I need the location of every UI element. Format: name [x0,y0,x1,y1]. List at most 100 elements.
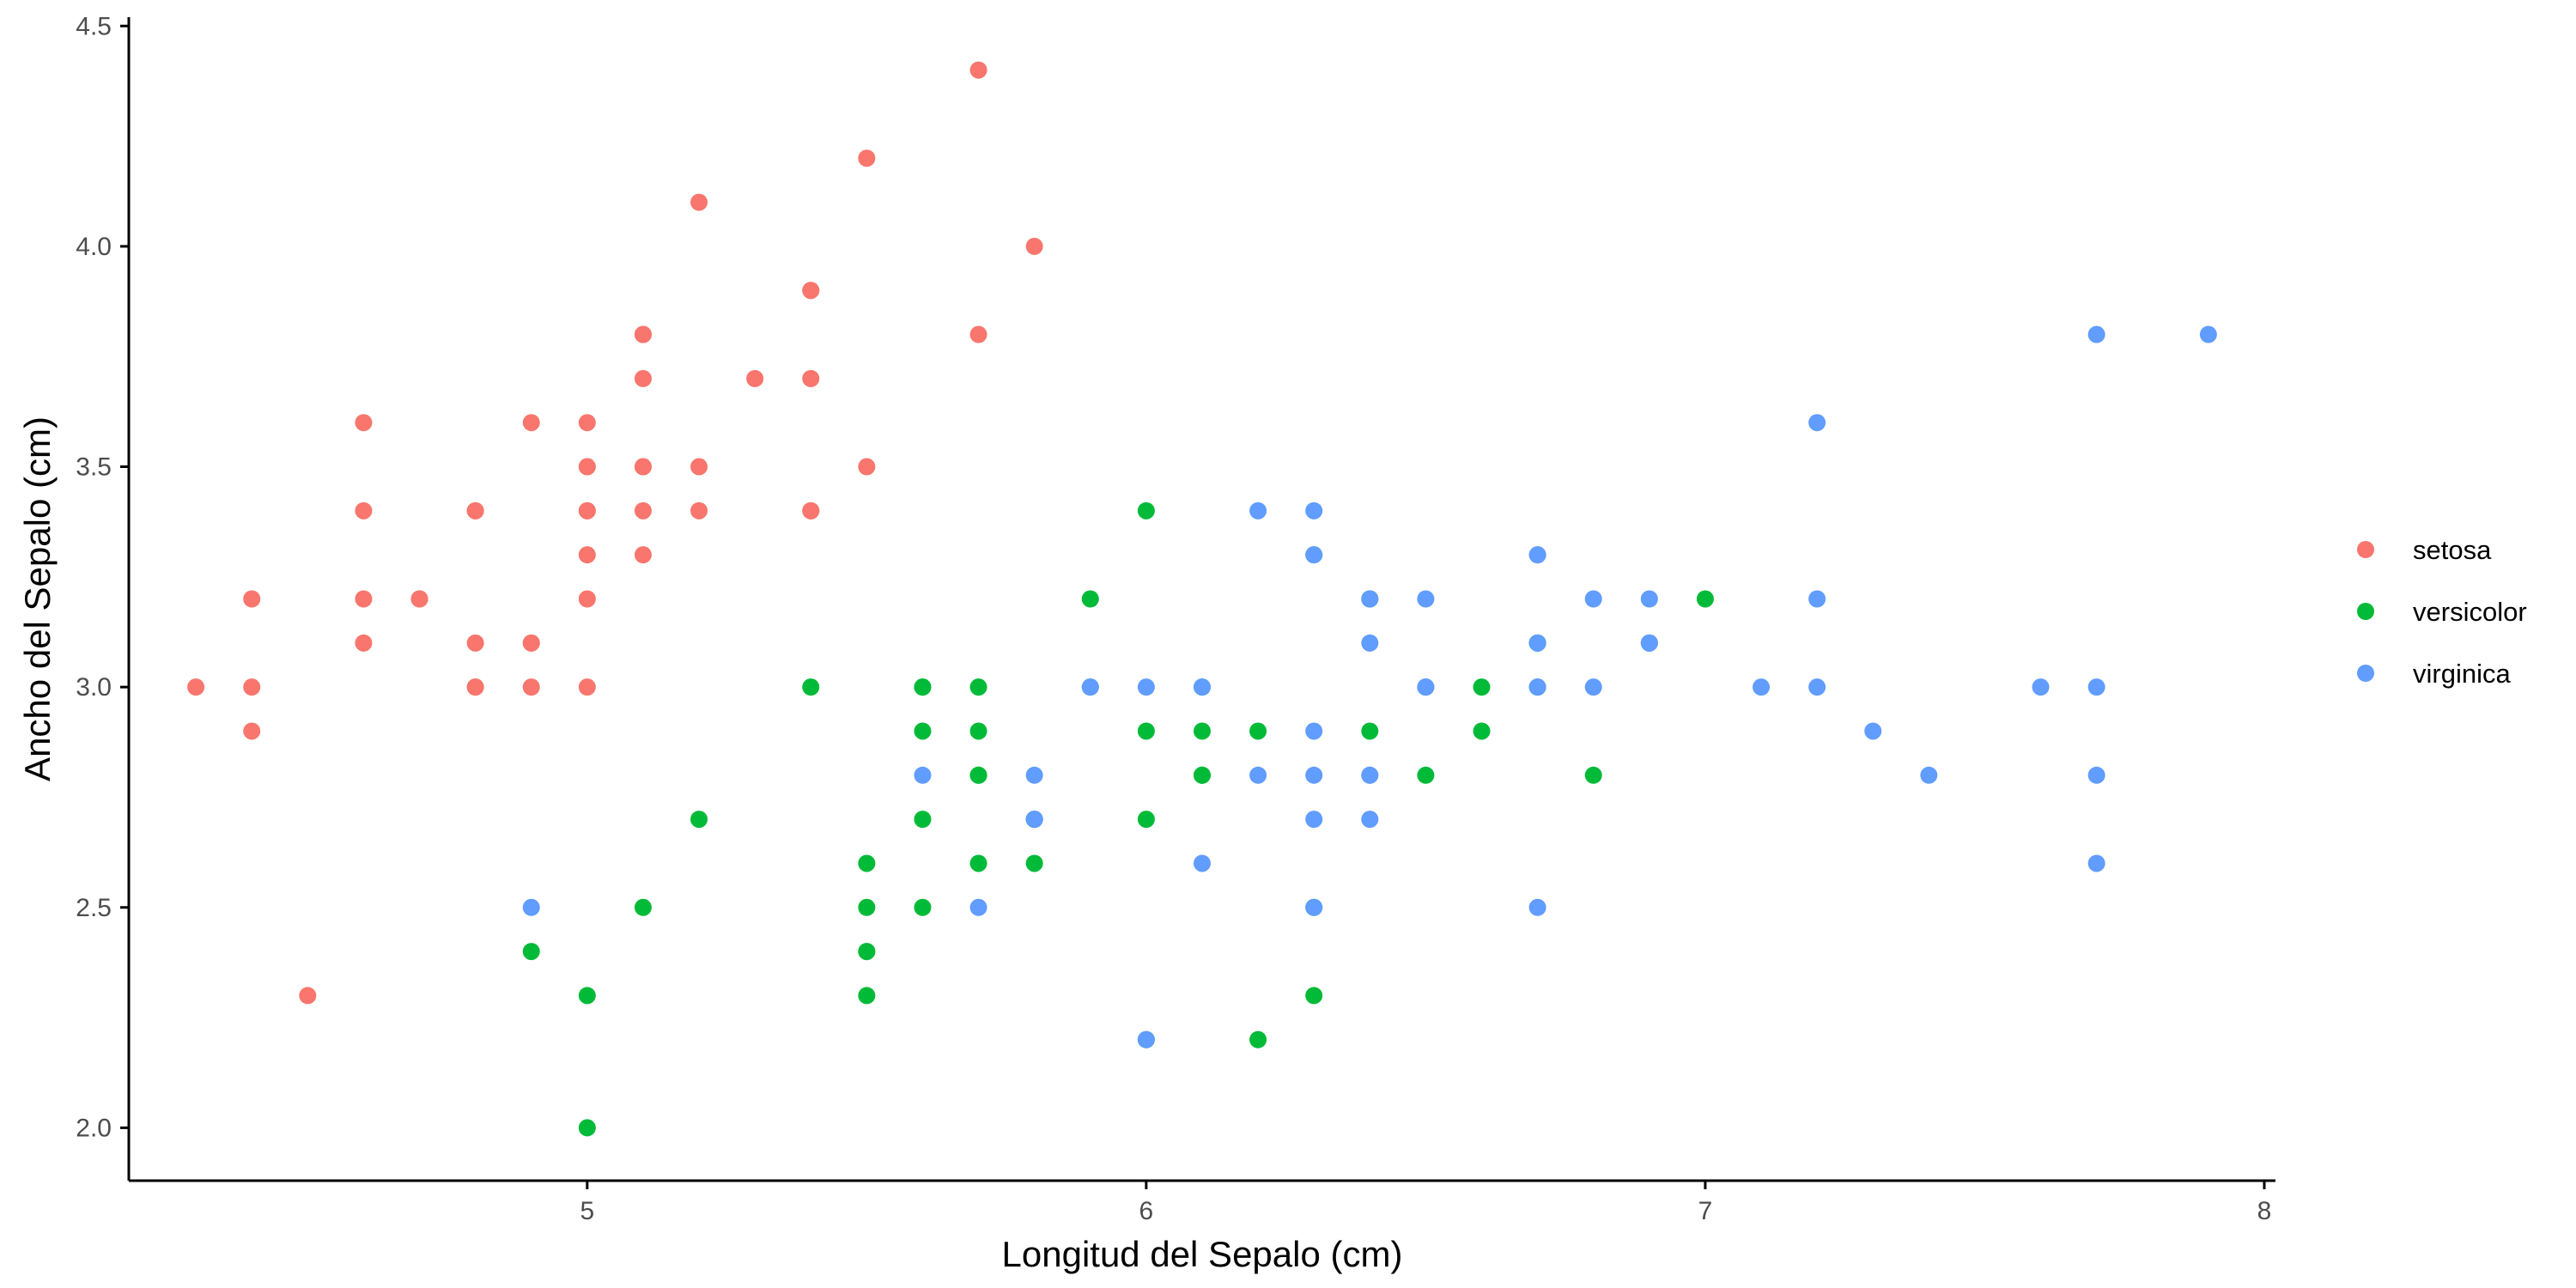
data-point-virginica [969,898,987,916]
y-tick-label: 2.0 [76,1114,112,1142]
data-point-versicolor [1417,766,1435,784]
y-tick-label: 2.5 [76,894,112,922]
data-point-versicolor [1584,766,1602,784]
data-point-versicolor [1305,987,1323,1005]
data-point-virginica [522,898,540,916]
data-point-versicolor [1473,678,1491,696]
data-point-versicolor [858,943,876,961]
data-point-versicolor [1137,722,1155,740]
data-point-versicolor [858,987,876,1005]
plot-points [187,61,2217,1137]
data-point-versicolor [969,854,987,872]
data-point-setosa [578,458,596,476]
data-point-setosa [858,149,876,167]
data-point-virginica [1249,501,1267,519]
data-point-versicolor [634,898,652,916]
data-point-virginica [1640,634,1658,652]
data-point-setosa [522,634,540,652]
x-axis-title: Longitud del Sepalo (cm) [1002,1234,1403,1274]
data-point-versicolor [522,943,540,961]
data-point-virginica [1808,678,1826,696]
y-axis-title: Ancho del Sepalo (cm) [17,416,58,781]
data-point-versicolor [802,678,820,696]
data-point-setosa [802,369,820,387]
data-point-virginica [1417,678,1435,696]
data-point-versicolor [1249,722,1267,740]
data-point-virginica [1305,811,1323,829]
data-point-versicolor [1473,722,1491,740]
data-point-versicolor [1361,722,1379,740]
data-point-virginica [1584,590,1602,608]
data-point-virginica [1640,590,1658,608]
data-point-virginica [1808,414,1826,432]
data-point-setosa [802,282,820,300]
data-point-setosa [578,501,596,519]
data-point-virginica [1361,766,1379,784]
data-point-virginica [1081,678,1099,696]
data-point-virginica [1305,546,1323,564]
data-point-setosa [969,325,987,343]
data-point-versicolor [1249,1030,1267,1048]
y-tick-label: 4.0 [76,233,112,261]
data-point-virginica [1305,766,1323,784]
data-point-virginica [1528,678,1546,696]
data-point-versicolor [914,811,932,829]
data-point-virginica [1528,546,1546,564]
data-point-versicolor [914,898,932,916]
data-point-setosa [690,501,708,519]
data-point-virginica [1137,1030,1155,1048]
data-point-virginica [2032,678,2050,696]
data-point-virginica [1361,811,1379,829]
data-point-virginica [1417,590,1435,608]
data-point-versicolor [1081,590,1099,608]
data-point-setosa [578,678,596,696]
x-tick-label: 8 [2257,1197,2272,1225]
data-point-setosa [634,501,652,519]
data-point-virginica [2199,325,2217,343]
data-point-setosa [578,546,596,564]
data-point-virginica [1864,722,1882,740]
data-point-versicolor [1137,811,1155,829]
data-point-versicolor [578,987,596,1005]
data-point-versicolor [1194,722,1211,740]
data-point-virginica [1194,678,1211,696]
data-point-virginica [1528,634,1546,652]
y-axis-ticks: 2.0 2.5 3.0 3.5 4.0 4.5 [76,12,129,1142]
data-point-setosa [578,414,596,432]
data-point-versicolor [1696,590,1714,608]
legend-label-versicolor: versicolor [2413,597,2527,627]
data-point-virginica [1305,898,1323,916]
data-point-virginica [2087,766,2105,784]
data-point-virginica [1025,766,1043,784]
data-point-virginica [1753,678,1771,696]
data-point-setosa [410,590,428,608]
y-tick-label: 4.5 [76,12,112,40]
data-point-versicolor [578,1119,596,1137]
data-point-virginica [1361,634,1379,652]
data-point-setosa [522,414,540,432]
data-point-setosa [634,369,652,387]
data-point-versicolor [690,811,708,829]
x-tick-label: 7 [1698,1197,1713,1225]
data-point-setosa [802,501,820,519]
legend-label-virginica: virginica [2413,659,2511,689]
data-point-setosa [355,501,373,519]
data-point-versicolor [969,766,987,784]
data-point-virginica [1528,898,1546,916]
y-tick-label: 3.0 [76,673,112,702]
data-point-virginica [1137,678,1155,696]
data-point-versicolor [858,854,876,872]
data-point-setosa [466,678,484,696]
data-point-virginica [1584,678,1602,696]
data-point-setosa [746,369,764,387]
data-point-versicolor [1137,501,1155,519]
data-point-virginica [1361,590,1379,608]
y-tick-label: 3.5 [76,453,112,482]
data-point-setosa [355,414,373,432]
data-point-setosa [299,987,317,1005]
data-point-virginica [1025,811,1043,829]
data-point-virginica [1194,854,1211,872]
data-point-setosa [634,546,652,564]
data-point-setosa [522,678,540,696]
data-point-versicolor [1025,854,1043,872]
